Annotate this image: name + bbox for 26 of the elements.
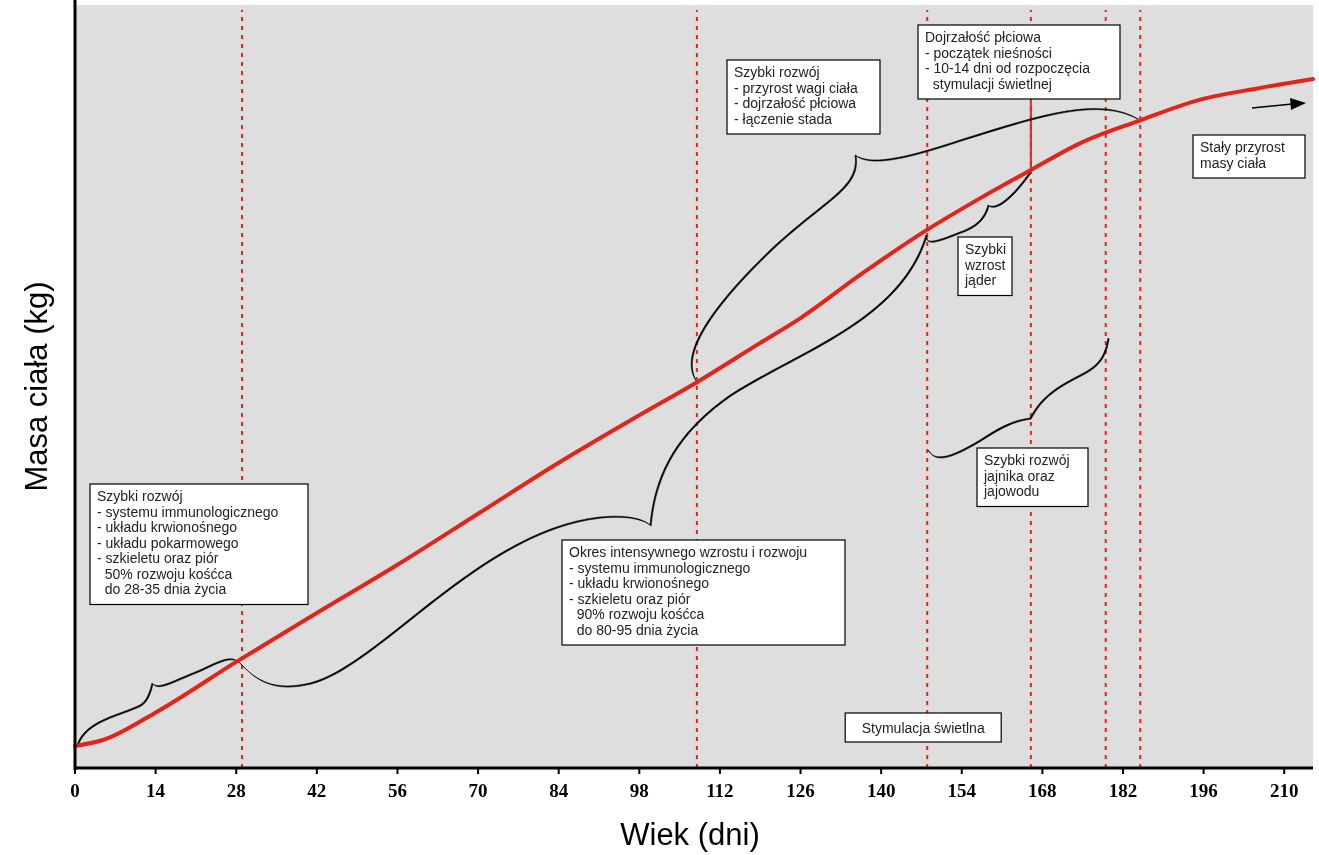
- x-tick-label: 14: [146, 780, 166, 801]
- x-tick-label: 42: [307, 780, 327, 801]
- annotation: Szybki rozwój jajnika oraz jajowodu: [983, 452, 1070, 499]
- x-axis-title: Wiek (dni): [620, 817, 760, 852]
- x-tick-label: 168: [1028, 780, 1057, 801]
- x-tick-label: 56: [387, 780, 407, 801]
- x-tick-label: 0: [70, 780, 80, 801]
- x-tick-label: 154: [947, 780, 977, 801]
- annotation: Szybki rozwój - przyrost wagi ciała - dojrzałość płciowa - łączenie stada: [734, 64, 858, 127]
- x-tick-label: 112: [706, 780, 734, 801]
- y-axis-title: Masa ciała (kg): [19, 281, 54, 492]
- annotation: Dojrzałość płciowa - początek nieśności - 10-14 dni od rozpoczęcia stymulacji świetlnej: [925, 29, 1091, 92]
- x-tick-label: 140: [866, 780, 896, 801]
- annotation: Okres intensywnego wzrostu i rozwoju - systemu immunologicznego - układu krwionośnego - szkieletu oraz piór 90% rozwoju kośćca do 80-95 dnia życia: [569, 544, 808, 638]
- x-tick-label: 126: [786, 780, 815, 801]
- x-tick-label: 70: [468, 780, 488, 801]
- x-tick-label: 98: [629, 780, 649, 801]
- annotation: Szybki wzrost jąder: [964, 241, 1007, 288]
- x-tick-label: 182: [1108, 780, 1138, 801]
- annotation: Szybki rozwój - systemu immunologicznego - układu krwionośnego - układu pokarmowego - szkieletu oraz piór 50% rozwoju kośćca do 28-35 dnia życia: [97, 488, 279, 597]
- x-tick-label: 210: [1269, 780, 1299, 801]
- ref-line-label: Stymulacja świetlna: [861, 720, 985, 736]
- x-tick-label: 196: [1189, 780, 1218, 801]
- annotation: Stały przyrost masy ciała: [1200, 139, 1285, 171]
- x-tick-label: 84: [549, 780, 569, 801]
- x-tick-label: 28: [226, 780, 246, 801]
